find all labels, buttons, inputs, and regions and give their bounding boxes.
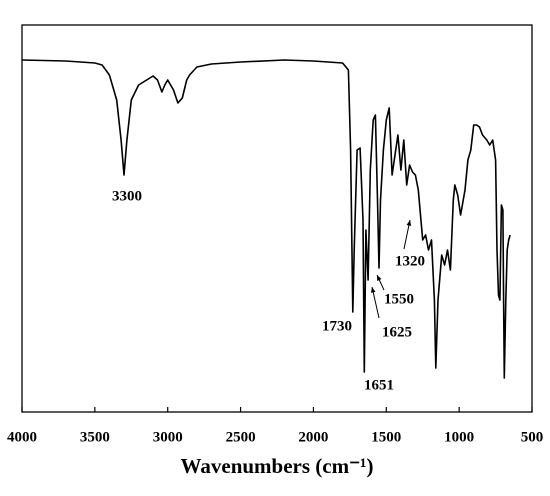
x-tick-label: 3000 (153, 429, 183, 445)
x-tick-label: 3500 (80, 429, 110, 445)
arrow-head (370, 287, 376, 293)
peak-label: 1730 (322, 318, 352, 334)
peak-label: 1625 (382, 324, 412, 340)
peak-label: 1550 (384, 291, 414, 307)
peak-label: 3300 (112, 188, 142, 204)
arrow-head (377, 275, 382, 281)
x-tick-label: 1500 (371, 429, 401, 445)
spectrum-line (21, 59, 511, 379)
peak-label: 1651 (364, 377, 394, 393)
x-tick-label: 4000 (7, 429, 37, 445)
arrow-head (406, 220, 412, 226)
x-tick-label: 500 (521, 429, 544, 445)
peak-label: 1320 (395, 253, 425, 269)
x-tick-label: 1000 (444, 429, 474, 445)
x-tick-label: 2000 (298, 429, 328, 445)
plot-frame (21, 24, 533, 413)
x-axis-label: Wavenumbers (cm⁻¹) (181, 454, 374, 478)
x-tick-label: 2500 (226, 429, 256, 445)
